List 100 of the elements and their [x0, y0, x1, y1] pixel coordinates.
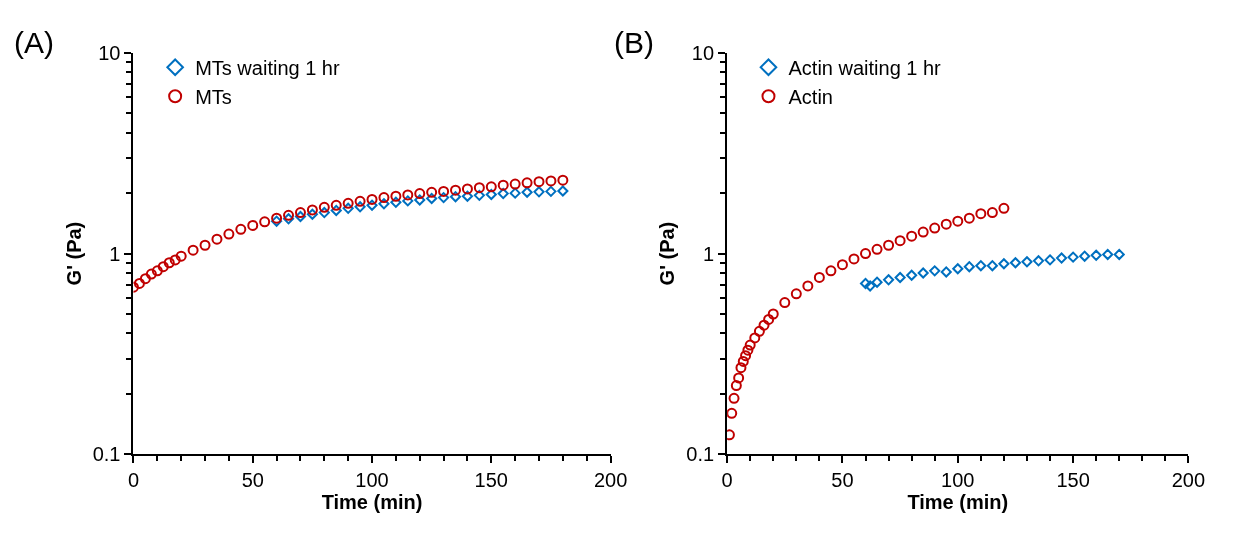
point: [894, 271, 906, 284]
point: [390, 190, 402, 202]
legend-label: MTs waiting 1 hr: [195, 57, 340, 80]
point: [1009, 257, 1021, 269]
x-tick-label: 100: [941, 469, 975, 492]
point: [402, 189, 414, 201]
point: [975, 260, 987, 272]
point: [998, 202, 1010, 214]
point: [426, 186, 438, 198]
point: [438, 185, 450, 197]
point: [1090, 249, 1102, 261]
point: [390, 196, 402, 208]
point: [1079, 250, 1091, 262]
point: [139, 273, 151, 285]
point: [813, 271, 825, 283]
point: [211, 233, 223, 245]
point: [414, 194, 426, 206]
x-axis-title: Time (min): [321, 491, 423, 514]
y-tick-label: 10: [98, 41, 121, 64]
point: [533, 176, 545, 188]
point: [509, 187, 521, 199]
point: [306, 204, 318, 216]
point: [509, 178, 521, 190]
point: [175, 250, 187, 262]
point: [998, 258, 1010, 270]
point: [963, 212, 975, 224]
x-tick-label: 50: [831, 469, 854, 492]
point: [790, 288, 802, 300]
point: [330, 199, 342, 211]
point: [883, 239, 895, 251]
point: [247, 219, 259, 231]
point: [940, 266, 952, 278]
point: [758, 319, 770, 331]
point: [986, 260, 998, 272]
point: [737, 355, 749, 367]
point: [378, 192, 390, 204]
point: [330, 204, 342, 216]
point: [497, 179, 509, 191]
point: [1021, 256, 1033, 268]
point: [461, 190, 473, 202]
point: [860, 248, 872, 260]
point: [485, 188, 497, 201]
x-tick-label: 200: [593, 469, 628, 492]
point: [929, 265, 941, 277]
point: [485, 181, 497, 193]
point: [283, 209, 295, 221]
text: (A): [14, 26, 54, 59]
point: [294, 207, 306, 219]
x-tick-label: 0: [721, 469, 733, 492]
point: [894, 235, 906, 247]
x-tick-label: 150: [474, 469, 508, 492]
point: [473, 189, 485, 201]
point: [728, 392, 740, 404]
point: [733, 372, 745, 384]
x-tick-label: 100: [355, 469, 389, 492]
point: [145, 268, 157, 280]
y-axis-title: G' (Pa): [62, 221, 85, 286]
point: [557, 174, 569, 186]
point: [163, 257, 175, 269]
point: [767, 308, 779, 320]
point: [825, 265, 837, 277]
point: [378, 198, 390, 210]
point: [259, 216, 271, 228]
point: [1056, 252, 1068, 264]
point: [986, 207, 998, 219]
point: [802, 280, 814, 292]
point: [763, 313, 775, 325]
point: [848, 253, 860, 265]
point: [294, 210, 307, 223]
point: [1113, 248, 1125, 260]
point: [414, 188, 426, 200]
point: [133, 277, 145, 289]
point: [497, 188, 509, 200]
point: [871, 276, 883, 288]
point: [282, 213, 295, 225]
point: [906, 230, 918, 242]
point: [521, 177, 533, 189]
point: [883, 274, 895, 286]
y-tick-label: 1: [702, 242, 715, 265]
point: [533, 186, 545, 198]
legend-label: Actin: [788, 86, 833, 109]
point: [975, 208, 987, 220]
legend-label: Actin waiting 1 hr: [788, 57, 942, 80]
point: [906, 269, 918, 281]
point: [199, 239, 211, 251]
point: [235, 223, 247, 235]
point: [449, 191, 462, 203]
y-tick-label: 1: [109, 242, 121, 265]
point: [223, 228, 235, 240]
point: [952, 263, 964, 275]
point: [545, 175, 557, 187]
point: [473, 182, 485, 194]
point: [354, 201, 366, 213]
point: [318, 201, 330, 213]
point: [871, 243, 883, 255]
point: [521, 186, 533, 198]
point: [864, 280, 876, 292]
point: [929, 222, 941, 234]
point: [461, 183, 473, 195]
point: [1102, 248, 1114, 260]
